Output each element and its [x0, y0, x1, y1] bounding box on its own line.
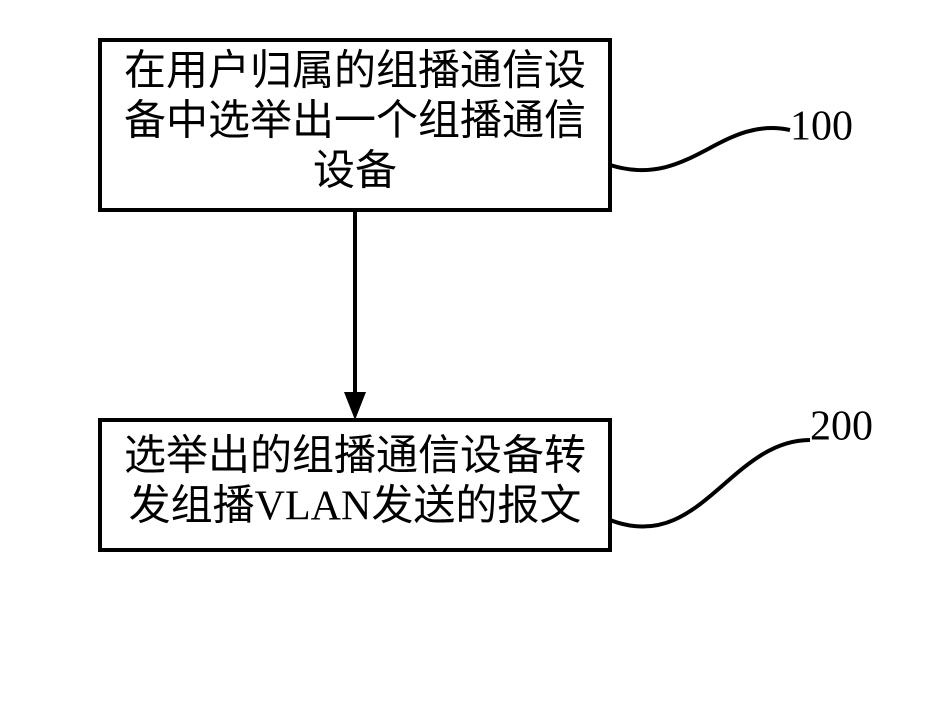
- step1-text-line-2: 设备: [313, 149, 397, 195]
- ref-label-100: 100: [790, 104, 853, 150]
- step1-text-line-0: 在用户归属的组播通信设: [124, 49, 586, 95]
- step2-text-line-0: 选举出的组播通信设备转: [124, 434, 586, 480]
- step1-text-line-1: 备中选举出一个组播通信: [124, 99, 586, 145]
- ref-label-200: 200: [810, 404, 873, 450]
- step2-text-line-1: 发组播VLAN发送的报文: [129, 483, 582, 530]
